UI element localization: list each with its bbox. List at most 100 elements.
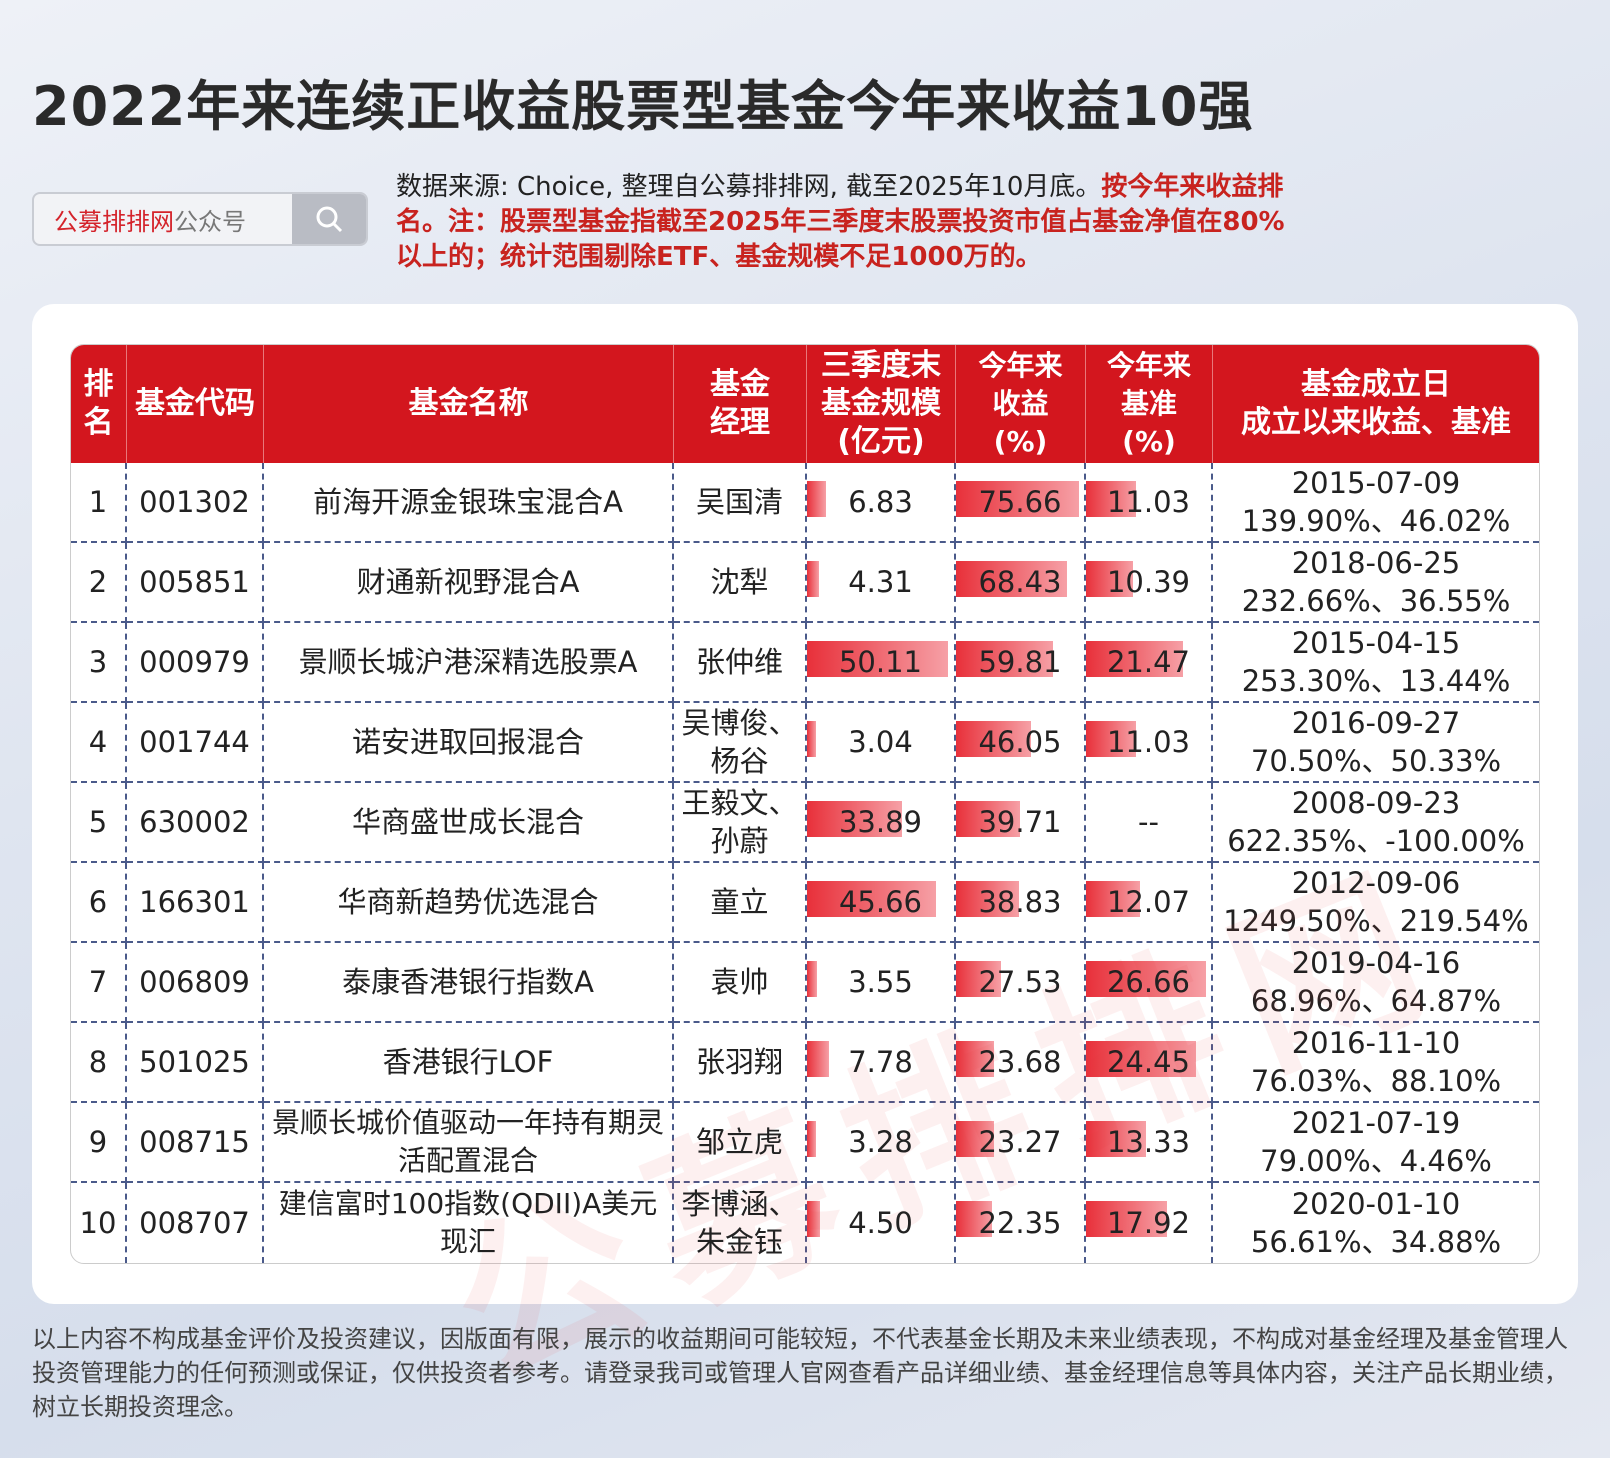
since-inception: 68.96%、64.87%: [1250, 984, 1502, 1018]
cell-value: 景顺长城沪港深精选股票A: [298, 645, 638, 679]
cell-date: 2008-09-23 622.35%、-100.00%: [1213, 783, 1539, 863]
cell-bench: 11.03: [1086, 463, 1213, 543]
cell-value: 166301: [139, 885, 250, 919]
header-text: 今年来收益(%): [978, 349, 1063, 458]
data-bar: [1086, 1041, 1197, 1077]
cell-code: 166301: [127, 863, 264, 943]
cell-value: 59.81: [978, 645, 1062, 679]
cell-rank: 8: [71, 1023, 127, 1103]
table-row: 5 630002 华商盛世成长混合 王毅文、孙蔚 33.89 39.71 -- 2008-09…: [71, 783, 1539, 863]
cell-value: 1: [88, 485, 108, 519]
data-bar: [1086, 721, 1136, 757]
cell-value: 邹立虎: [695, 1125, 783, 1159]
cell-ret: 27.53: [956, 943, 1086, 1023]
data-bar: [807, 961, 817, 997]
since-inception: 622.35%、-100.00%: [1227, 824, 1525, 858]
cell-ret: 46.05: [956, 703, 1086, 783]
cell-name: 景顺长城价值驱动一年持有期灵活配置混合: [264, 1103, 674, 1183]
cell-scale: 45.66: [807, 863, 956, 943]
cell-code: 008707: [127, 1183, 264, 1263]
data-bar: [1086, 1201, 1167, 1237]
cell-bench: --: [1086, 783, 1213, 863]
cell-value: 2019-04-16: [1291, 946, 1461, 980]
cell-value: 26.66: [1106, 965, 1191, 999]
cell-value: 22.35: [978, 1206, 1062, 1240]
search-icon: [316, 206, 343, 233]
data-bar: [807, 881, 936, 917]
search-brand: 公募排排网: [54, 207, 174, 236]
cell-value: 630002: [139, 805, 250, 839]
header-text: 今年来基准(%): [1106, 349, 1191, 458]
cell-value: 张羽翔: [695, 1045, 783, 1079]
cell-manager: 李博涵、朱金钰: [674, 1183, 807, 1263]
cell-value: 3.28: [848, 1125, 913, 1159]
cell-value: 75.66: [978, 485, 1062, 519]
data-bar: [807, 1121, 817, 1157]
data-bar: [956, 641, 1054, 677]
cell-manager: 童立: [674, 863, 807, 943]
cell-code: 630002: [127, 783, 264, 863]
cell-value: 8: [88, 1045, 108, 1079]
cell-date: 2016-09-27 70.50%、50.33%: [1213, 703, 1539, 783]
cell-scale: 4.50: [807, 1183, 956, 1263]
cell-rank: 1: [71, 463, 127, 543]
cell-value: 23.68: [978, 1045, 1062, 1079]
cell-code: 000979: [127, 623, 264, 703]
cell-value: 2015-07-09: [1291, 466, 1461, 500]
table-row: 8 501025 香港银行LOF 张羽翔 7.78 23.68 24.45 2016-11-1…: [71, 1023, 1539, 1103]
cell-code: 005851: [127, 543, 264, 623]
cell-value: 诺安进取回报混合: [351, 725, 584, 759]
since-inception: 79.00%、4.46%: [1260, 1144, 1492, 1178]
cell-name: 华商盛世成长混合: [264, 783, 674, 863]
cell-value: 11.03: [1106, 725, 1191, 759]
cell-value: 前海开源金银珠宝混合A: [313, 485, 623, 519]
cell-name: 景顺长城沪港深精选股票A: [264, 623, 674, 703]
table-row: 3 000979 景顺长城沪港深精选股票A 张仲维 50.11 59.81 21.47 201…: [71, 623, 1539, 703]
cell-rank: 10: [71, 1183, 127, 1263]
data-bar: [807, 641, 949, 677]
since-inception: 1249.50%、219.54%: [1223, 904, 1529, 938]
cell-name: 泰康香港银行指数A: [264, 943, 674, 1023]
data-bar: [807, 721, 816, 757]
table-row: 9 008715 景顺长城价值驱动一年持有期灵活配置混合 邹立虎 3.28 23.27 13…: [71, 1103, 1539, 1183]
cell-scale: 33.89: [807, 783, 956, 863]
cell-bench: 24.45: [1086, 1023, 1213, 1103]
cell-rank: 5: [71, 783, 127, 863]
cell-value: 建信富时100指数(QDII)A美元现汇: [278, 1187, 658, 1258]
since-inception: 70.50%、50.33%: [1250, 744, 1502, 778]
cell-date: 2019-04-16 68.96%、64.87%: [1213, 943, 1539, 1023]
cell-value: 50.11: [838, 645, 923, 679]
cell-bench: 17.92: [1086, 1183, 1213, 1263]
data-bar: [807, 481, 827, 517]
cell-rank: 2: [71, 543, 127, 623]
data-bar: [1086, 481, 1136, 517]
cell-name: 华商新趋势优选混合: [264, 863, 674, 943]
search-button[interactable]: [292, 194, 366, 244]
column-header: 三季度末 基金规模 (亿元): [807, 345, 956, 463]
cell-manager: 沈犁: [674, 543, 807, 623]
cell-value: 7: [88, 965, 108, 999]
cell-ret: 22.35: [956, 1183, 1086, 1263]
cell-value: 17.92: [1106, 1206, 1191, 1240]
cell-value: 005851: [139, 565, 250, 599]
cell-date: 2012-09-06 1249.50%、219.54%: [1213, 863, 1539, 943]
source-note-highlight: 按今年来收益排名。注：股票型基金指截至2025年三季度末股票投资市值占基金净值在…: [396, 172, 1285, 272]
cell-value: 12.07: [1106, 885, 1191, 919]
cell-value: 23.27: [978, 1125, 1062, 1159]
column-header: 基金 经理: [674, 345, 807, 463]
data-bar: [956, 481, 1079, 517]
cell-value: 4.50: [848, 1206, 913, 1240]
cell-manager: 吴博俊、杨谷: [674, 703, 807, 783]
cell-value: 006809: [139, 965, 250, 999]
cell-value: 3.04: [848, 725, 913, 759]
data-bar: [956, 561, 1068, 597]
cell-value: 2008-09-23: [1291, 786, 1461, 820]
data-bar: [1086, 561, 1133, 597]
search-input[interactable]: 公募排排网 公众号: [34, 194, 292, 244]
cell-value: 6.83: [848, 485, 913, 519]
cell-value: 泰康香港银行指数A: [342, 965, 594, 999]
search-box[interactable]: 公募排排网 公众号: [32, 192, 368, 246]
cell-ret: 23.27: [956, 1103, 1086, 1183]
cell-value: 财通新视野混合A: [356, 565, 580, 599]
cell-code: 006809: [127, 943, 264, 1023]
